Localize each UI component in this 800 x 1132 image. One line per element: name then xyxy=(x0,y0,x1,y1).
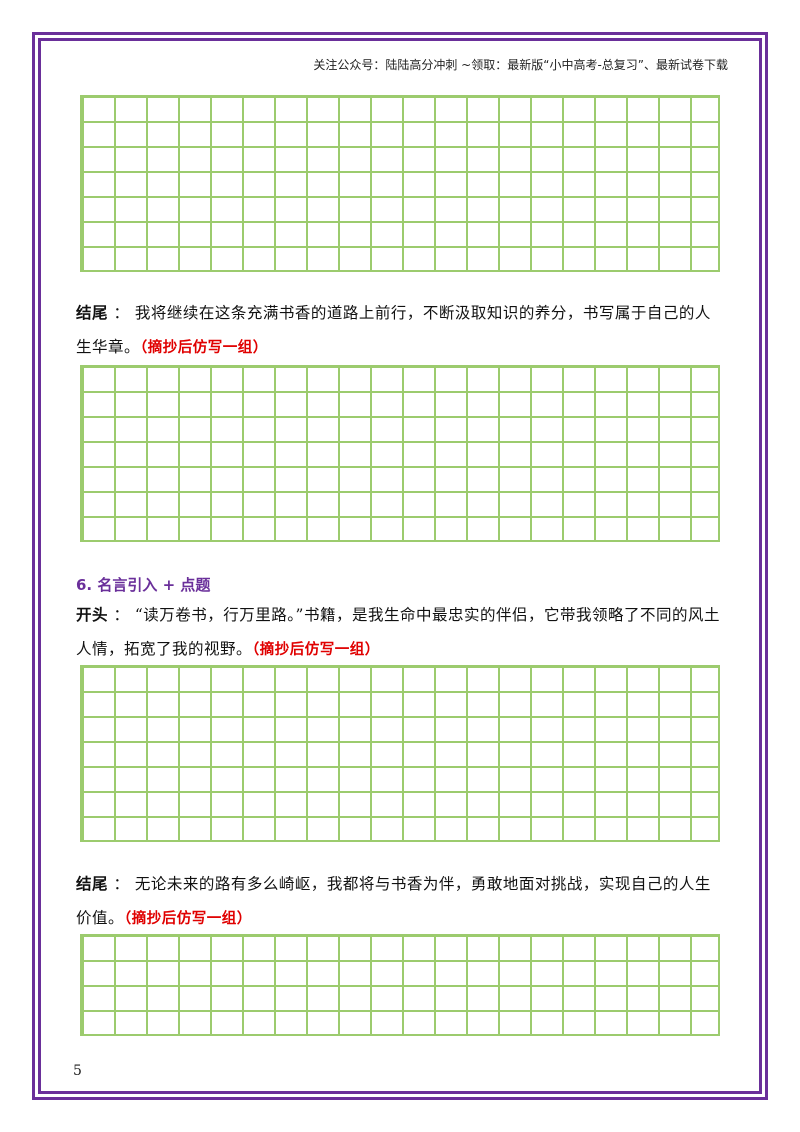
ending-paragraph: 结尾 ： 我将继续在这条充满书香的道路上前行，不断汲取知识的养分，书写属于自己的… xyxy=(76,296,726,365)
ending-label: 结尾 xyxy=(76,875,109,893)
ending-text: 无论未来的路有多么崎岖，我都将与书香为伴，勇敢地面对挑战，实现自己的人生价值。 xyxy=(76,875,711,927)
header-note: 关注公众号：陆陆高分冲刺 ~领取：最新版“小中高考-总复习”、最新试卷下载 xyxy=(313,58,728,72)
copy-instruction-note: （摘抄后仿写一组） xyxy=(140,340,268,356)
ending-paragraph: 结尾 ： 无论未来的路有多么崎岖，我都将与书香为伴，勇敢地面对挑战，实现自己的人… xyxy=(76,867,726,936)
opening-text: “读万卷书，行万里路。”书籍，是我生命中最忠实的伴侣，它带我领略了不同的风土人情… xyxy=(76,606,720,658)
opening-paragraph: 开头 ： “读万卷书，行万里路。”书籍，是我生命中最忠实的伴侣，它带我领略了不同… xyxy=(76,598,726,667)
ending-text: 我将继续在这条充满书香的道路上前行，不断汲取知识的养分，书写属于自己的人生华章。 xyxy=(76,304,711,356)
section-title: 6. 名言引入 + 点题 xyxy=(76,576,211,594)
ending-label: 结尾 xyxy=(76,304,109,322)
page-number: 5 xyxy=(73,1063,82,1079)
copy-instruction-note: （摘抄后仿写一组） xyxy=(124,911,252,927)
page-border-inner xyxy=(38,38,762,1094)
copy-instruction-note: （摘抄后仿写一组） xyxy=(252,642,380,658)
writing-grid[interactable] xyxy=(80,665,720,842)
writing-grid[interactable] xyxy=(80,365,720,542)
label-separator: ： xyxy=(108,606,135,624)
label-separator: ： xyxy=(108,875,135,893)
writing-grid[interactable] xyxy=(80,934,720,1036)
label-separator: ： xyxy=(108,304,135,322)
opening-label: 开头 xyxy=(76,606,109,624)
writing-grid[interactable] xyxy=(80,95,720,272)
page-border-outer xyxy=(32,32,768,1100)
